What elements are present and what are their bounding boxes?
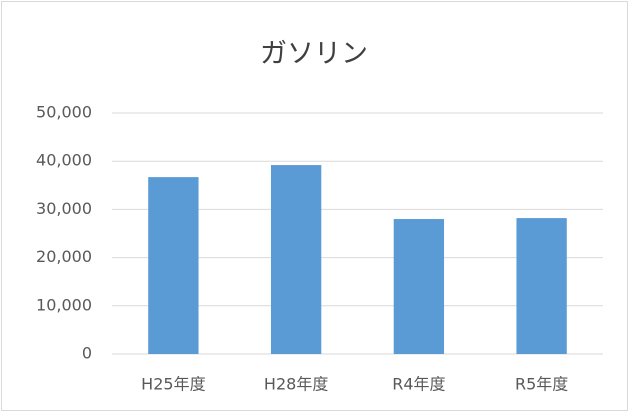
bar bbox=[148, 177, 199, 354]
y-tick-label: 30,000 bbox=[36, 199, 92, 218]
x-tick-label: H28年度 bbox=[264, 375, 328, 394]
bar bbox=[270, 165, 322, 354]
y-tick-label: 50,000 bbox=[36, 103, 92, 122]
y-tick-label: 20,000 bbox=[36, 247, 92, 266]
bar bbox=[393, 219, 445, 354]
y-tick-label: 0 bbox=[82, 344, 92, 363]
x-tick-label: R5年度 bbox=[515, 375, 568, 394]
y-tick-label: 10,000 bbox=[36, 295, 92, 314]
y-tick-label: 40,000 bbox=[36, 151, 92, 170]
bar bbox=[516, 218, 567, 354]
chart-title: ガソリン bbox=[260, 39, 368, 70]
x-tick-label: R4年度 bbox=[392, 375, 445, 394]
x-tick-label: H25年度 bbox=[141, 375, 205, 394]
